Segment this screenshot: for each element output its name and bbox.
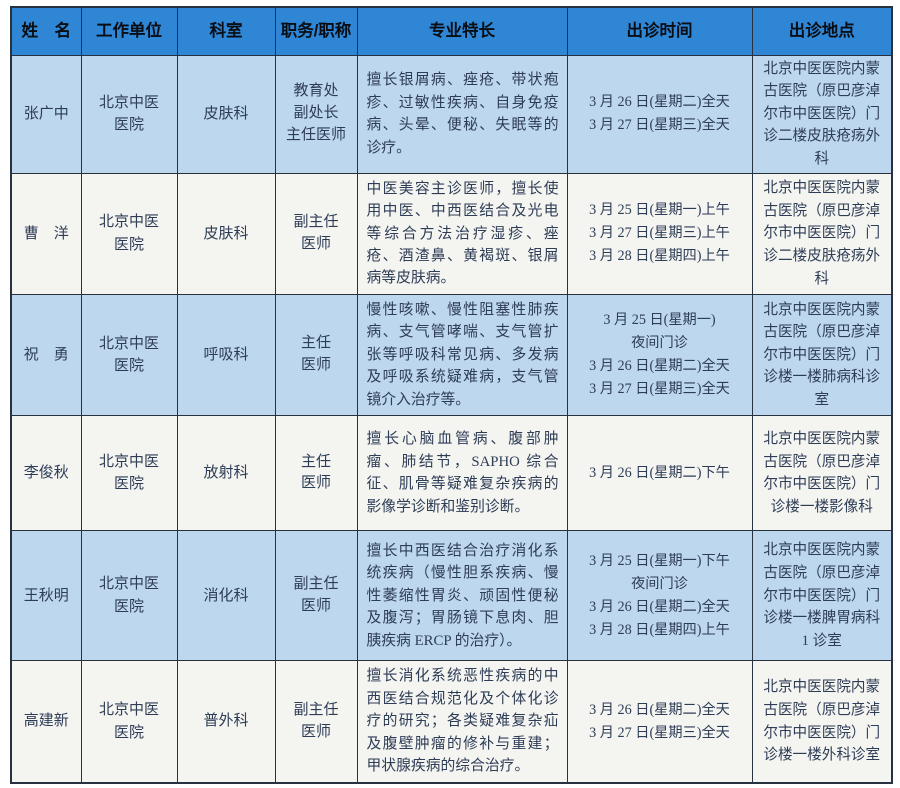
job-title: 副主任 医师 <box>274 660 358 784</box>
table-row: 祝 勇 北京中医医院 呼吸科 主任 医师 慢性咳嗽、慢性阻塞性肺疾病、支气管哮喘… <box>10 293 893 417</box>
visit-location: 北京中医医院内蒙古医院（原巴彦淖尔市中医医院）门诊楼一楼肺病科诊室 <box>751 293 893 417</box>
visit-location: 北京中医医院内蒙古医院（原巴彦淖尔市中医医院）门诊楼一楼影像科 <box>751 415 893 532</box>
doctor-name: 曹 洋 <box>10 172 82 295</box>
department: 消化科 <box>176 530 276 662</box>
department: 呼吸科 <box>176 293 276 417</box>
table-row: 高建新 北京中医医院 普外科 副主任 医师 擅长消化系统恶性疾病的中西医结合规范… <box>10 660 893 784</box>
doctor-name: 高建新 <box>10 660 82 784</box>
col-header-unit: 工作单位 <box>80 6 178 56</box>
table-row: 张广中 北京中医医院 皮肤科 教育处 副处长 主任医师 擅长银屑病、痤疮、带状疱… <box>10 54 893 174</box>
visit-time: 3 月 26 日(星期二)全天 3 月 27 日(星期三)全天 <box>566 660 753 784</box>
specialty: 擅长消化系统恶性疾病的中西医结合规范化及个体化诊疗的研究；各类疑难复杂疝及腹壁肿… <box>356 660 568 784</box>
department: 放射科 <box>176 415 276 532</box>
department: 皮肤科 <box>176 54 276 174</box>
col-header-dept: 科室 <box>176 6 276 56</box>
work-unit: 北京中医医院 <box>80 530 178 662</box>
specialty: 擅长中西医结合治疗消化系统疾病（慢性胆系疾病、慢性萎缩性胃炎、顽固性便秘及腹泻；… <box>356 530 568 662</box>
work-unit: 北京中医医院 <box>80 54 178 174</box>
visit-location: 北京中医医院内蒙古医院（原巴彦淖尔市中医医院）门诊楼一楼外科诊室 <box>751 660 893 784</box>
visit-location: 北京中医医院内蒙古医院（原巴彦淖尔市中医医院）门诊二楼皮肤疮疡外科 <box>751 172 893 295</box>
department: 普外科 <box>176 660 276 784</box>
doctor-name: 祝 勇 <box>10 293 82 417</box>
doctor-name: 王秋明 <box>10 530 82 662</box>
visit-location: 北京中医医院内蒙古医院（原巴彦淖尔市中医医院）门诊楼一楼脾胃病科 1 诊室 <box>751 530 893 662</box>
specialty: 擅长银屑病、痤疮、带状疱疹、过敏性疾病、自身免疫病、头晕、便秘、失眠等的诊疗。 <box>356 54 568 174</box>
visit-location: 北京中医医院内蒙古医院（原巴彦淖尔市中医医院）门诊二楼皮肤疮疡外科 <box>751 54 893 174</box>
job-title: 主任 医师 <box>274 293 358 417</box>
visit-time: 3 月 25 日(星期一)上午 3 月 27 日(星期三)上午 3 月 28 日… <box>566 172 753 295</box>
department: 皮肤科 <box>176 172 276 295</box>
table-row: 曹 洋 北京中医医院 皮肤科 副主任 医师 中医美容主诊医师，擅长使用中医、中西… <box>10 172 893 295</box>
job-title: 副主任 医师 <box>274 530 358 662</box>
specialty: 中医美容主诊医师，擅长使用中医、中西医结合及光电等综合方法治疗湿疹、痤疮、酒渣鼻… <box>356 172 568 295</box>
col-header-title: 职务/职称 <box>274 6 358 56</box>
col-header-time: 出诊时间 <box>566 6 753 56</box>
job-title: 副主任 医师 <box>274 172 358 295</box>
col-header-name: 姓 名 <box>10 6 82 56</box>
doctor-name: 张广中 <box>10 54 82 174</box>
doctor-name: 李俊秋 <box>10 415 82 532</box>
visit-time: 3 月 25 日(星期一) 夜间门诊 3 月 26 日(星期二)全天 3 月 2… <box>566 293 753 417</box>
table-header: 姓 名 工作单位 科室 职务/职称 专业特长 出诊时间 出诊地点 <box>10 6 893 56</box>
col-header-specialty: 专业特长 <box>356 6 568 56</box>
specialty: 擅长心脑血管病、腹部肿瘤、肺结节，SAPHO 综合征、肌骨等疑难复杂疾病的影像学… <box>356 415 568 532</box>
work-unit: 北京中医医院 <box>80 415 178 532</box>
header-row: 姓 名 工作单位 科室 职务/职称 专业特长 出诊时间 出诊地点 <box>10 6 893 56</box>
work-unit: 北京中医医院 <box>80 293 178 417</box>
doctor-schedule-table: 姓 名 工作单位 科室 职务/职称 专业特长 出诊时间 出诊地点 张广中 北京中… <box>10 6 893 784</box>
visit-time: 3 月 26 日(星期二)下午 <box>566 415 753 532</box>
job-title: 教育处 副处长 主任医师 <box>274 54 358 174</box>
table-row: 王秋明 北京中医医院 消化科 副主任 医师 擅长中西医结合治疗消化系统疾病（慢性… <box>10 530 893 662</box>
job-title: 主任 医师 <box>274 415 358 532</box>
work-unit: 北京中医医院 <box>80 172 178 295</box>
specialty: 慢性咳嗽、慢性阻塞性肺疾病、支气管哮喘、支气管扩张等呼吸科常见病、多发病及呼吸系… <box>356 293 568 417</box>
table-body: 张广中 北京中医医院 皮肤科 教育处 副处长 主任医师 擅长银屑病、痤疮、带状疱… <box>10 54 893 784</box>
table-row: 李俊秋 北京中医医院 放射科 主任 医师 擅长心脑血管病、腹部肿瘤、肺结节，SA… <box>10 415 893 532</box>
visit-time: 3 月 26 日(星期二)全天 3 月 27 日(星期三)全天 <box>566 54 753 174</box>
col-header-location: 出诊地点 <box>751 6 893 56</box>
work-unit: 北京中医医院 <box>80 660 178 784</box>
visit-time: 3 月 25 日(星期一)下午 夜间门诊 3 月 26 日(星期二)全天 3 月… <box>566 530 753 662</box>
